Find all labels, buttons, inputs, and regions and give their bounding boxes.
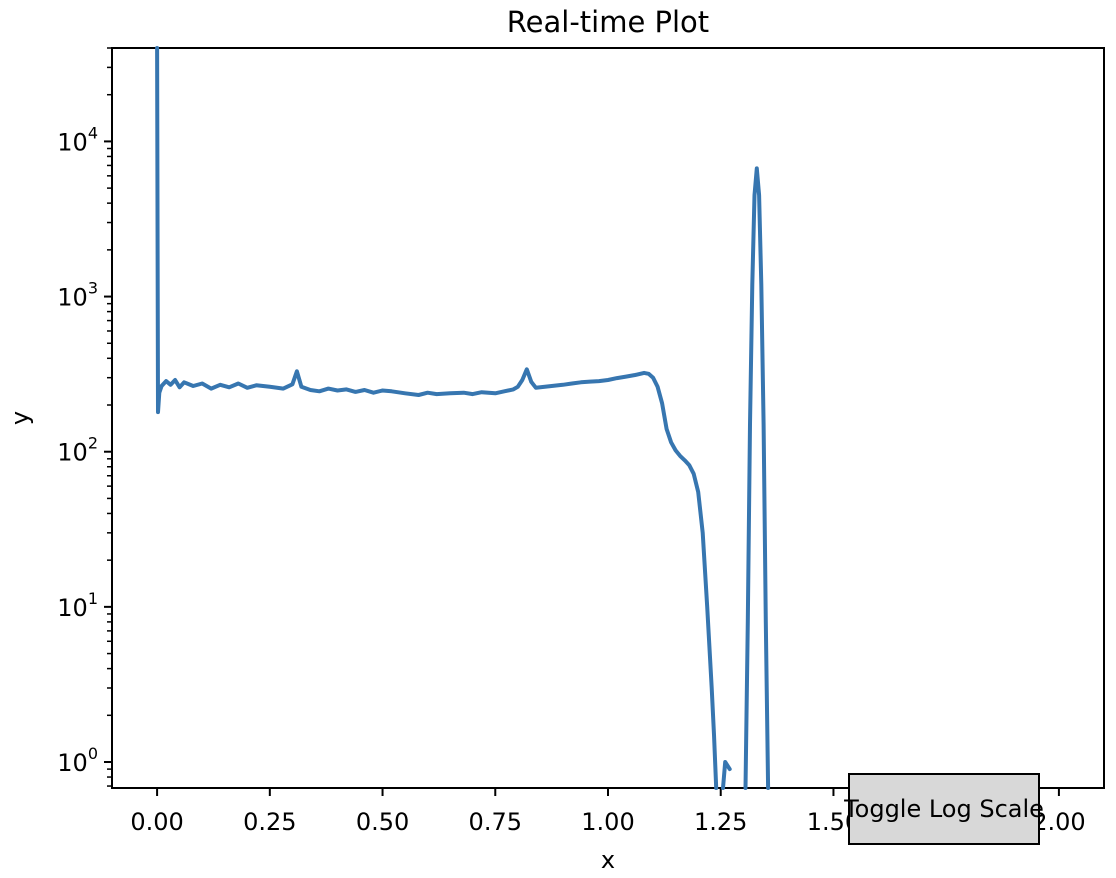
x-tick-label: 2.00 — [1032, 808, 1085, 836]
x-axis-label: x — [601, 846, 615, 874]
y-axis-label: y — [6, 411, 34, 425]
axis-ticks: 0.000.250.500.751.001.251.501.752.001001… — [57, 47, 1086, 836]
series-layer — [155, 46, 771, 790]
toggle-log-scale-button[interactable]: Toggle Log Scale — [844, 773, 1044, 845]
x-tick-label: 0.00 — [130, 808, 183, 836]
series-line — [721, 760, 732, 790]
x-tick-label: 0.75 — [469, 808, 522, 836]
toggle-log-scale-label: Toggle Log Scale — [844, 795, 1044, 823]
x-tick-label: 1.25 — [694, 808, 747, 836]
y-tick-label: 100 — [57, 744, 98, 777]
x-tick-label: 1.00 — [581, 808, 634, 836]
x-tick-label: 0.50 — [356, 808, 409, 836]
chart-title: Real-time Plot — [507, 5, 709, 39]
y-tick-label: 103 — [57, 279, 98, 312]
series-line — [155, 46, 719, 790]
series-line — [743, 166, 771, 790]
y-tick-label: 102 — [57, 434, 98, 467]
x-tick-label: 0.25 — [243, 808, 296, 836]
y-tick-label: 104 — [57, 123, 98, 156]
y-tick-label: 101 — [57, 589, 98, 622]
plot-area — [111, 47, 1105, 789]
